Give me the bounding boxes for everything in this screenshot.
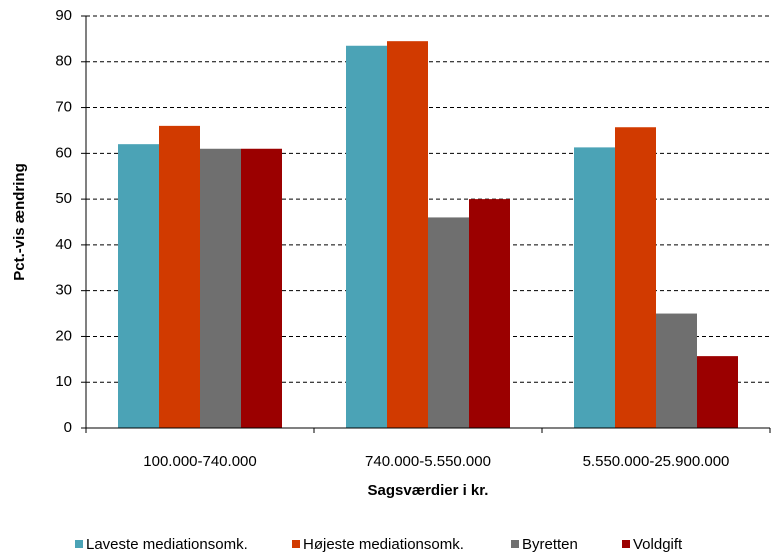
y-tick-label: 50 <box>55 190 72 207</box>
bar <box>346 45 387 428</box>
bar <box>387 41 428 429</box>
bar <box>118 144 159 428</box>
legend-swatch <box>622 540 630 548</box>
y-tick-label: 30 <box>55 282 72 299</box>
y-tick-label: 60 <box>55 144 72 161</box>
bar <box>241 148 282 428</box>
legend-label: Laveste mediationsomk. <box>86 536 248 553</box>
x-tick-label: 100.000-740.000 <box>143 453 256 470</box>
y-tick-label: 0 <box>64 419 72 436</box>
legend-label: Højeste mediationsomk. <box>303 536 464 553</box>
y-tick-label: 80 <box>55 53 72 70</box>
x-axis-title: Sagsværdier i kr. <box>368 482 489 499</box>
x-tick-label: 5.550.000-25.900.000 <box>583 453 730 470</box>
bar <box>159 125 200 428</box>
legend-swatch <box>511 540 519 548</box>
y-tick-label: 10 <box>55 373 72 390</box>
legend-label: Byretten <box>522 536 578 553</box>
bar <box>656 313 697 428</box>
y-tick-label: 20 <box>55 327 72 344</box>
bar <box>469 199 510 428</box>
bar <box>615 127 656 429</box>
bar <box>428 217 469 428</box>
bar <box>697 356 738 428</box>
bar <box>200 148 241 428</box>
y-tick-label: 70 <box>55 99 72 116</box>
legend-swatch <box>75 540 83 548</box>
x-tick-label: 740.000-5.550.000 <box>365 453 491 470</box>
legend-swatch <box>292 540 300 548</box>
legend-label: Voldgift <box>633 536 683 553</box>
bar <box>574 147 615 429</box>
y-tick-label: 40 <box>55 236 72 253</box>
y-axis-title: Pct.-vis ændring <box>11 163 28 281</box>
y-tick-label: 90 <box>55 7 72 24</box>
